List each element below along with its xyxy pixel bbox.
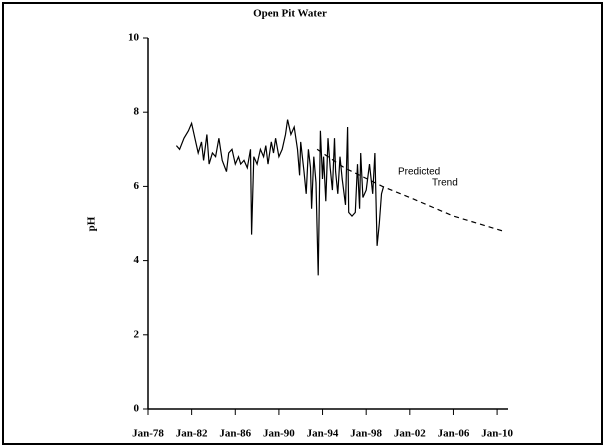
x-tick-label: Jan-98 bbox=[350, 428, 382, 440]
x-tick-label: Jan-86 bbox=[219, 428, 251, 440]
chart-title: Open Pit Water bbox=[253, 8, 327, 20]
y-axis-label: pH bbox=[86, 216, 98, 231]
x-tick-label: Jan-94 bbox=[307, 428, 339, 440]
y-tick-label: 6 bbox=[134, 180, 140, 192]
y-tick-label: 8 bbox=[134, 106, 140, 118]
annotation: Predicted bbox=[398, 167, 440, 178]
x-tick-label: Jan-06 bbox=[438, 428, 470, 440]
x-tick-label: Jan-78 bbox=[132, 428, 164, 440]
x-tick-label: Jan-90 bbox=[263, 428, 295, 440]
y-tick-label: 4 bbox=[134, 254, 140, 266]
y-tick-label: 2 bbox=[134, 328, 140, 340]
x-tick-label: Jan-10 bbox=[481, 428, 513, 440]
data-line bbox=[175, 119, 385, 276]
x-tick-label: Jan-82 bbox=[176, 428, 208, 440]
y-tick-label: 10 bbox=[128, 32, 140, 44]
y-tick-label: 0 bbox=[134, 403, 140, 415]
annotation: Trend bbox=[432, 178, 458, 189]
x-tick-label: Jan-02 bbox=[394, 428, 426, 440]
data-line bbox=[316, 148, 503, 232]
